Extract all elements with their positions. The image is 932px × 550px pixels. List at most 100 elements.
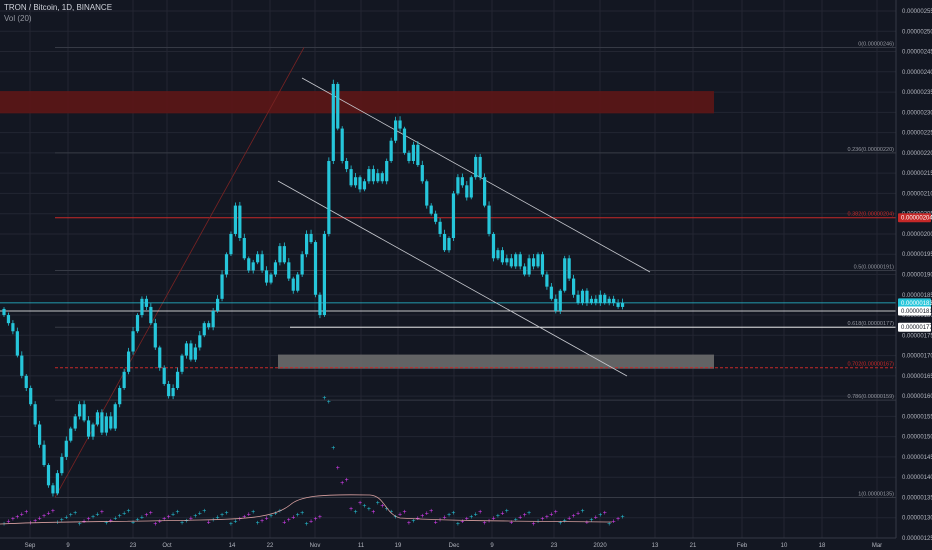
volume-marker: + bbox=[113, 515, 117, 522]
volume-marker: + bbox=[51, 508, 55, 515]
candle-body bbox=[331, 83, 335, 161]
candle-body bbox=[540, 254, 545, 275]
volume-marker: + bbox=[224, 510, 228, 517]
candle-body bbox=[162, 367, 166, 384]
volume-marker: + bbox=[385, 506, 389, 513]
candle-body bbox=[389, 140, 393, 161]
candle-body bbox=[118, 388, 122, 405]
volume-marker: + bbox=[527, 510, 531, 517]
price-tick-label: 0.00000170 bbox=[902, 354, 932, 360]
candle-body bbox=[318, 294, 322, 316]
price-tick-label: 0.00000125 bbox=[902, 536, 932, 542]
candle-body bbox=[100, 412, 104, 433]
time-tick-label: 13 bbox=[652, 543, 659, 549]
price-tick-label: 0.00000145 bbox=[902, 455, 932, 461]
price-tick-label: 0.00000190 bbox=[902, 273, 932, 279]
candle-body bbox=[42, 444, 46, 466]
candle-body bbox=[122, 371, 126, 389]
volume-marker: + bbox=[603, 510, 607, 517]
candle-body bbox=[229, 233, 233, 255]
volume-marker: + bbox=[327, 399, 331, 406]
volume-marker: + bbox=[362, 503, 366, 510]
candle-body bbox=[509, 258, 513, 267]
price-tick-label: 0.00000140 bbox=[902, 475, 932, 481]
supply-zone bbox=[0, 91, 714, 114]
volume-marker: + bbox=[46, 511, 50, 518]
volume-marker: + bbox=[38, 515, 42, 522]
candle-body bbox=[64, 440, 68, 457]
candle-body bbox=[127, 351, 131, 372]
candle-body bbox=[73, 416, 77, 429]
price-tick-label: 0.00000245 bbox=[902, 50, 932, 56]
candle-body bbox=[153, 323, 157, 348]
volume-marker: + bbox=[318, 514, 322, 521]
time-tick-label: 22 bbox=[267, 543, 274, 549]
volume-marker: + bbox=[144, 512, 148, 519]
volume-marker: + bbox=[247, 511, 251, 518]
volume-marker: + bbox=[296, 512, 300, 519]
price-tick-label: 0.00000180 bbox=[902, 313, 932, 319]
time-tick-label: 23 bbox=[551, 543, 558, 549]
candle-body bbox=[474, 156, 478, 178]
time-tick-label: Sep bbox=[25, 543, 36, 549]
volume-indicator-label: Vol (20) bbox=[4, 14, 32, 23]
candle-body bbox=[456, 177, 460, 194]
candle-body bbox=[149, 306, 153, 324]
candles bbox=[2, 79, 625, 497]
volume-marker: + bbox=[305, 521, 309, 528]
volume-pane: + + + + + ++ + + + + ++ + + + ++ + + + + ++ + + + + ++ + + + ++ + + + + +… bbox=[0, 395, 625, 528]
price-badge-label: 0.00000204 bbox=[901, 216, 932, 222]
volume-marker: + bbox=[95, 511, 99, 518]
volume-marker: + bbox=[336, 465, 340, 472]
volume-ma-line bbox=[0, 494, 613, 525]
candle-body bbox=[144, 298, 148, 307]
volume-marker: + bbox=[278, 508, 282, 515]
time-tick-label: Nov bbox=[310, 543, 321, 549]
volume-marker: + bbox=[523, 512, 527, 519]
price-badge bbox=[898, 213, 931, 223]
volume-marker: + bbox=[469, 514, 473, 521]
candle-body bbox=[15, 331, 19, 356]
price-tick-label: 0.00000220 bbox=[902, 151, 932, 157]
volume-marker: + bbox=[558, 520, 562, 527]
volume-marker: + bbox=[211, 517, 215, 524]
volume-marker: + bbox=[162, 516, 166, 523]
volume-marker: + bbox=[434, 519, 438, 526]
channel-lower-line bbox=[277, 180, 628, 377]
candle-body bbox=[336, 83, 340, 129]
volume-marker: + bbox=[478, 509, 482, 516]
candle-body bbox=[86, 420, 91, 437]
volume-marker: + bbox=[273, 511, 277, 518]
volume-marker: + bbox=[78, 521, 82, 528]
candle-body bbox=[242, 238, 246, 259]
candle-body bbox=[598, 294, 602, 303]
candle-body bbox=[447, 238, 451, 251]
candle-body bbox=[340, 128, 344, 161]
price-badge-label: 0.00000181 bbox=[901, 309, 932, 315]
candle-body bbox=[411, 144, 415, 161]
volume-marker: + bbox=[131, 519, 135, 526]
candle-body bbox=[345, 160, 349, 170]
candle-body bbox=[545, 274, 549, 287]
candle-body bbox=[60, 456, 64, 474]
volume-marker: + bbox=[251, 509, 255, 516]
candle-body bbox=[558, 290, 562, 311]
volume-marker: + bbox=[331, 445, 335, 452]
volume-marker: + bbox=[340, 480, 344, 487]
volume-marker: + bbox=[11, 516, 15, 523]
price-tick-label: 0.00000135 bbox=[902, 495, 932, 501]
volume-marker: + bbox=[2, 521, 6, 528]
volume-marker: + bbox=[322, 395, 326, 402]
candle-body bbox=[220, 274, 224, 299]
candle-body bbox=[180, 355, 184, 372]
time-tick-label: 18 bbox=[819, 543, 826, 549]
volume-marker: + bbox=[313, 516, 317, 523]
volume-marker: + bbox=[474, 511, 478, 518]
candle-body bbox=[496, 250, 500, 259]
candle-body bbox=[2, 308, 6, 316]
volume-marker: + bbox=[118, 513, 122, 520]
volume-marker: + bbox=[198, 511, 202, 518]
candle-body bbox=[523, 266, 527, 275]
volume-marker: + bbox=[402, 509, 406, 516]
